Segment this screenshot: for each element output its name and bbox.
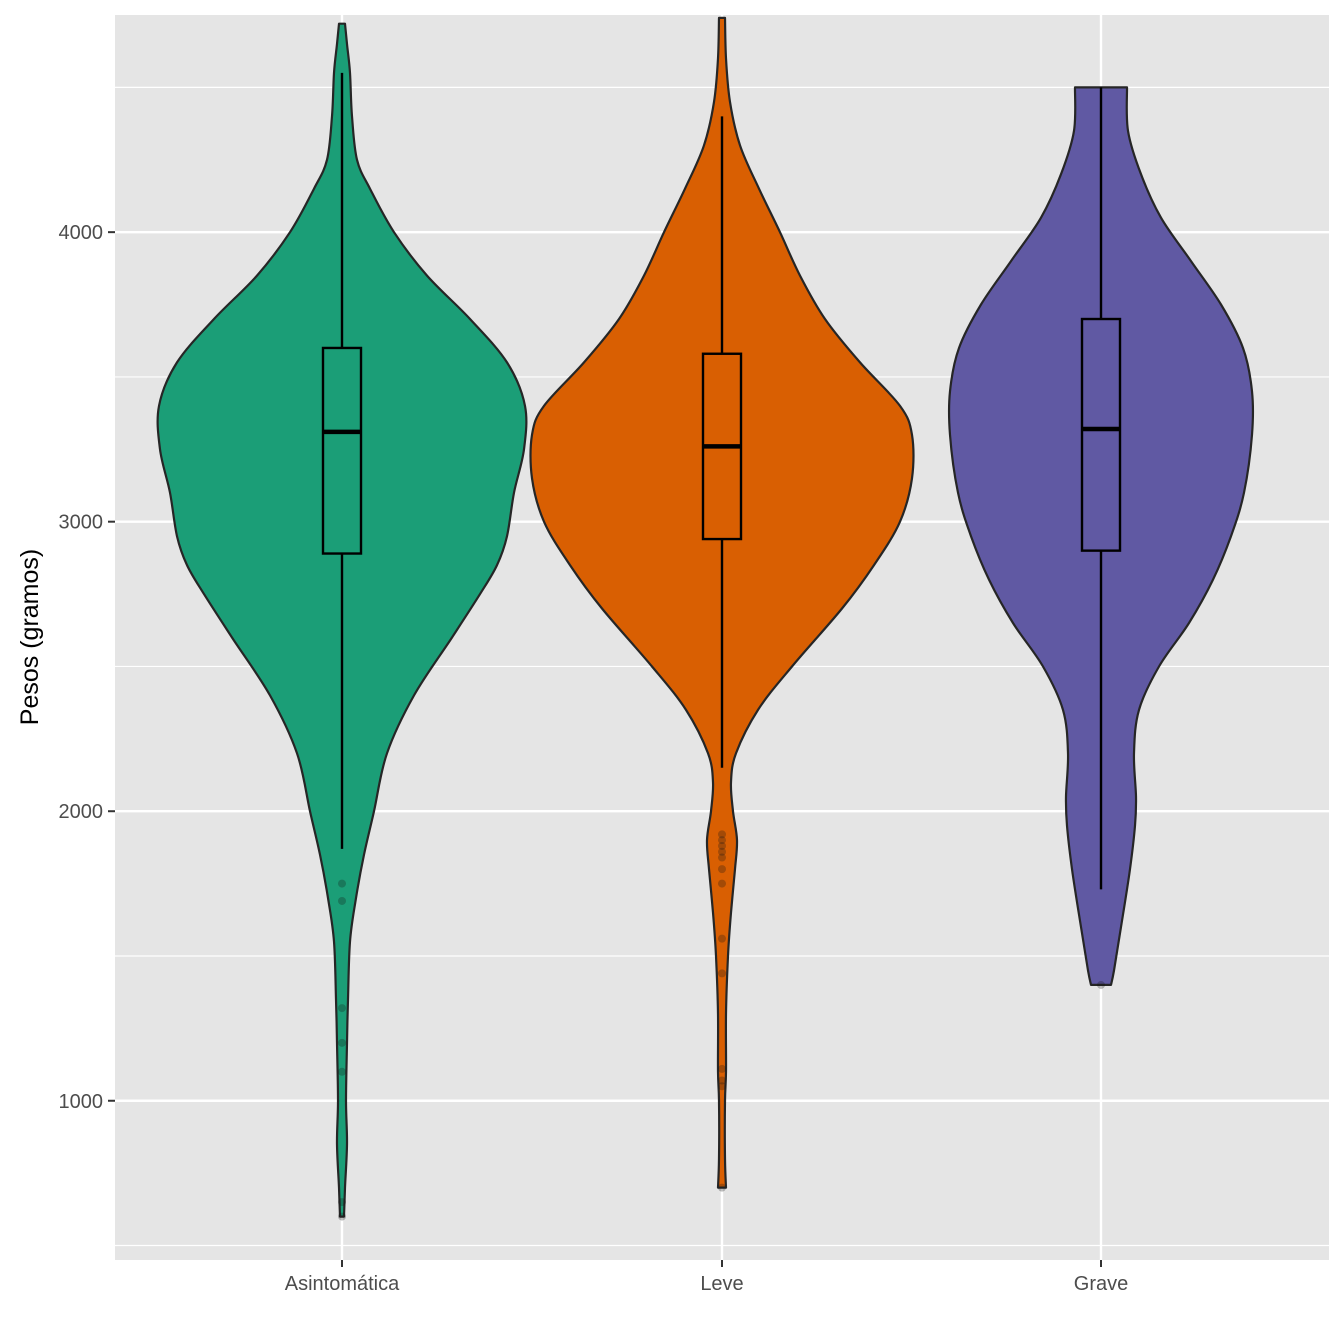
y-tick-label: 3000 — [59, 512, 104, 534]
y-axis-title: Pesos (gramos) — [16, 549, 44, 725]
outlier-point — [718, 847, 726, 856]
outlier-point — [338, 1004, 346, 1013]
outlier-point — [718, 1183, 726, 1192]
outlier-point — [718, 969, 726, 978]
outlier-point — [718, 841, 726, 850]
outlier-point — [718, 934, 726, 943]
outlier-point — [338, 1067, 346, 1076]
outlier-point — [718, 830, 726, 839]
axis-layer: 1000 2000 3000 4000 Asintomática Leve Grave — [59, 222, 1129, 1295]
box-iqr — [1080, 317, 1122, 552]
outlier-point — [338, 879, 346, 888]
x-tick-label: Leve — [700, 1273, 743, 1295]
violin-2 — [947, 86, 1255, 986]
outlier-point — [338, 1038, 346, 1047]
outlier-point — [718, 853, 726, 862]
box-iqr — [321, 346, 363, 555]
outlier-point — [718, 865, 726, 874]
y-tick-label: 2000 — [59, 801, 104, 823]
violin-layer — [156, 16, 1255, 1221]
y-tick-label: 1000 — [59, 1091, 104, 1113]
outlier-point — [718, 836, 726, 845]
outlier-point — [718, 1076, 726, 1085]
x-tick-label: Grave — [1074, 1273, 1128, 1295]
outlier-point — [718, 1082, 726, 1091]
outlier-point — [338, 1212, 346, 1221]
outlier-point — [338, 1198, 346, 1207]
x-tick-label: Asintomática — [285, 1273, 400, 1295]
outlier-point — [718, 879, 726, 888]
outlier-point — [1097, 980, 1105, 989]
y-tick-label: 4000 — [59, 222, 104, 244]
outlier-point — [718, 1064, 726, 1073]
outlier-point — [338, 896, 346, 905]
